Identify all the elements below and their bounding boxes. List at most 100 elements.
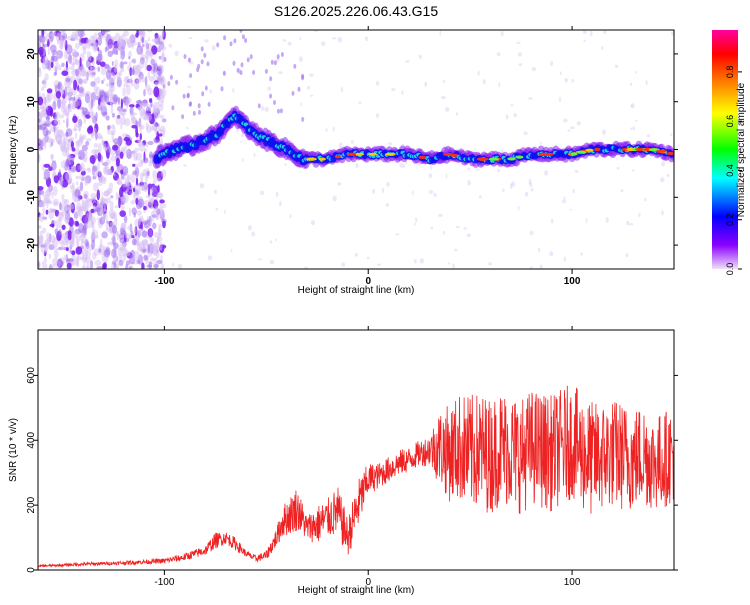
- echo-blob: [216, 42, 220, 48]
- spectrogram-faint-blob: [267, 86, 272, 91]
- spectrogram-faint-blob: [517, 52, 522, 57]
- spectrogram-noise-blob: [38, 139, 42, 149]
- spectrogram-noise-blob: [122, 87, 126, 97]
- spectrogram-noise-blob: [51, 160, 57, 171]
- spectrogram-noise-blob: [119, 55, 123, 60]
- echo-blob: [279, 108, 283, 114]
- spectrogram-faint-blob: [629, 127, 633, 130]
- spectrogram-faint-blob: [540, 141, 542, 145]
- spectrogram-noise-blob: [75, 246, 83, 255]
- spectrogram-noise-blob: [106, 222, 109, 230]
- spectrogram-noise-blob: [110, 104, 114, 115]
- spectrogram-faint-blob: [620, 189, 624, 193]
- spectrogram-noise-blob: [52, 198, 60, 207]
- spectrogram-noise-blob: [140, 159, 145, 163]
- signal-hotspot: [635, 147, 645, 152]
- spectrogram-faint-blob: [466, 233, 471, 238]
- spectrogram-noise-blob: [122, 183, 128, 188]
- spectrogram-noise-blob: [93, 248, 99, 257]
- spectrogram-noise-blob: [77, 234, 81, 242]
- spectrogram-faint-blob: [401, 90, 404, 95]
- spectrogram-noise-blob: [123, 148, 129, 154]
- spectrogram-faint-blob: [424, 81, 428, 87]
- spectrogram-noise-blob: [133, 251, 140, 262]
- spectrogram-noise-blob: [93, 83, 98, 94]
- echo-blob: [252, 70, 256, 75]
- signal-hotspot: [507, 157, 516, 161]
- spectrogram-noise-blob: [56, 64, 62, 71]
- spectrogram-noise-blob: [133, 150, 138, 161]
- spectrogram-noise-blob: [158, 80, 165, 85]
- spectrogram-noise-blob: [113, 259, 119, 263]
- echo-blob: [192, 110, 196, 116]
- spectrogram-faint-blob: [419, 258, 424, 264]
- spectrogram-faint-blob: [284, 163, 287, 166]
- spectrogram-noise-blob: [156, 250, 160, 259]
- spectrogram-faint-blob: [576, 121, 581, 126]
- signal-hotspot: [585, 148, 594, 152]
- spectrogram-noise-blob: [143, 89, 146, 97]
- signal-hotspot: [570, 152, 578, 156]
- spectrogram-noise-blob: [38, 186, 44, 191]
- spectrogram-faint-blob: [616, 166, 620, 170]
- spectrogram-noise-blob: [92, 40, 97, 49]
- spectrogram-noise-blob: [113, 173, 116, 177]
- echo-blob: [276, 54, 280, 60]
- spectrogram-noise-blob: [121, 230, 127, 236]
- echo-blob: [269, 93, 273, 99]
- spectrogram-noise-blob: [61, 224, 66, 230]
- spectrogram-noise-blob: [42, 206, 45, 216]
- spectrogram-faint-blob: [337, 36, 342, 43]
- spectrogram-faint-blob: [391, 88, 396, 91]
- spectrogram-faint-blob: [433, 192, 437, 197]
- snr-series-line: [38, 385, 674, 569]
- spectrogram-noise-blob: [161, 30, 165, 38]
- spectrogram-noise-blob: [115, 217, 118, 226]
- spectrogram-faint-blob: [574, 170, 579, 173]
- spectrogram-noise-blob: [91, 71, 96, 76]
- spectrogram-noise-blob: [85, 266, 90, 269]
- spectrogram-faint-blob: [299, 36, 302, 41]
- spectrogram-noise-blob: [104, 63, 110, 69]
- spectrogram-noise-blob: [103, 201, 106, 212]
- spectrogram-noise-blob: [144, 39, 149, 49]
- spectrogram-noise-blob: [69, 241, 75, 248]
- spectrogram-noise-blob: [160, 263, 165, 269]
- echo-blob: [270, 59, 274, 65]
- spectrogram-noise-blob: [98, 49, 103, 57]
- spectrogram-noise-blob: [61, 175, 64, 186]
- spectrogram-faint-blob: [661, 210, 664, 216]
- spectrogram-noise-blob: [141, 76, 146, 83]
- spectrogram-noise-blob: [142, 108, 145, 115]
- echo-blob: [240, 62, 244, 68]
- spectrogram-noise-blob: [143, 206, 147, 211]
- spectrogram-noise-blob: [82, 70, 87, 76]
- spectrogram-faint-blob: [640, 139, 643, 142]
- spectrogram-noise-blob: [71, 48, 78, 55]
- echo-blob: [297, 86, 301, 92]
- spectrogram-faint-blob: [186, 85, 192, 88]
- spectrogram-noise-blob: [86, 59, 91, 69]
- spectrogram-faint-blob: [569, 208, 572, 211]
- top-x-tick-label: 100: [564, 276, 581, 287]
- spectrogram-faint-blob: [207, 255, 213, 261]
- spectrogram-noise-blob: [61, 62, 65, 67]
- spectrogram-noise-blob: [127, 225, 133, 231]
- spectrogram-noise-blob: [38, 225, 42, 229]
- spectrogram-noise-blob: [154, 82, 160, 87]
- spectrogram-noise-blob: [100, 68, 107, 75]
- spectrogram-noise-blob: [160, 92, 165, 103]
- spectrogram-noise-blob: [153, 139, 161, 143]
- spectrogram-noise-blob: [124, 118, 131, 127]
- signal-hotspot: [594, 147, 601, 152]
- spectrogram-faint-blob: [505, 114, 509, 120]
- spectrogram-noise-blob: [41, 261, 45, 269]
- echo-blob: [232, 21, 235, 26]
- spectrogram-faint-blob: [442, 79, 445, 84]
- spectrogram-noise-blob: [46, 119, 49, 124]
- spectrogram-noise-blob: [44, 110, 47, 117]
- spectrogram-noise-blob: [135, 132, 139, 138]
- spectrogram-noise-blob: [77, 38, 81, 42]
- spectrogram-noise-blob: [102, 143, 107, 151]
- spectrogram-noise-blob: [55, 32, 63, 43]
